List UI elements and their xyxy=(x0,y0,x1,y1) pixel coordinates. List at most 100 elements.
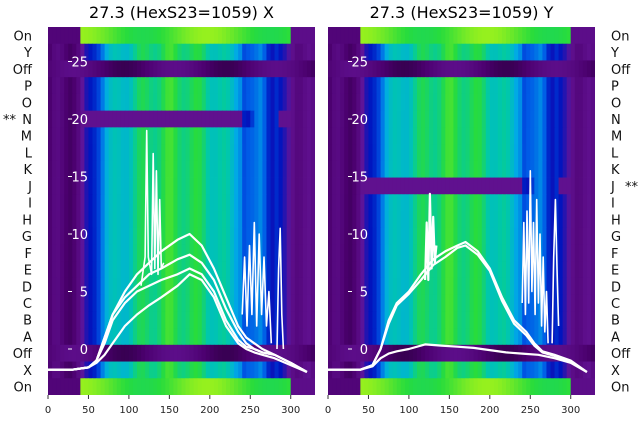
heatmap-cell xyxy=(128,277,134,296)
heatmap-cell xyxy=(562,261,568,279)
heatmap-cell xyxy=(340,277,345,296)
heatmap-cell xyxy=(266,361,271,379)
heatmap-cell xyxy=(425,60,430,78)
heatmap-cell xyxy=(310,110,315,128)
heatmap-cell xyxy=(586,344,592,362)
heatmap-cell xyxy=(213,227,219,245)
heatmap-cell xyxy=(453,344,458,362)
heatmap-cell xyxy=(526,43,531,61)
heatmap-cell xyxy=(213,311,219,329)
heatmap-cell xyxy=(534,261,539,279)
row-label: A xyxy=(611,330,620,345)
heatmap-cell xyxy=(441,77,446,95)
heatmap-cell xyxy=(112,110,118,128)
heatmap-cell xyxy=(153,328,158,346)
heatmap-cell xyxy=(344,294,349,312)
heatmap-cell xyxy=(336,144,341,162)
heatmap-cell xyxy=(514,311,519,329)
heatmap-cell xyxy=(388,378,394,395)
heatmap-cell xyxy=(112,378,118,395)
heatmap-cell xyxy=(205,344,211,362)
heatmap-cell xyxy=(112,294,118,312)
heatmap-cell xyxy=(400,177,406,195)
heatmap-cell xyxy=(457,127,462,145)
heatmap-cell xyxy=(332,144,337,162)
heatmap-cell xyxy=(76,77,81,95)
heatmap-cell xyxy=(161,227,166,245)
heatmap-cell xyxy=(558,43,564,61)
heatmap-cell xyxy=(242,294,247,312)
heatmap-cell xyxy=(469,60,475,78)
heatmap-cell xyxy=(165,277,170,296)
heatmap-cell xyxy=(534,144,539,162)
heatmap-cell xyxy=(169,277,174,296)
heatmap-cell xyxy=(392,127,398,145)
heatmap-cell xyxy=(266,378,271,395)
heatmap-cell xyxy=(310,294,315,312)
heatmap-cell xyxy=(392,27,398,45)
heatmap-cell xyxy=(201,227,207,245)
heatmap-cell xyxy=(501,127,507,145)
heatmap-cell xyxy=(514,144,519,162)
heatmap-cell xyxy=(522,378,527,395)
heatmap-cell xyxy=(161,77,166,95)
heatmap-cell xyxy=(453,43,458,61)
heatmap-cell xyxy=(376,93,382,112)
heatmap-cell xyxy=(306,110,312,128)
heatmap-cell xyxy=(497,227,503,245)
heatmap-cell xyxy=(433,378,438,395)
heatmap-cell xyxy=(530,194,535,212)
heatmap-cell xyxy=(177,294,182,312)
row-label: L xyxy=(611,146,619,161)
heatmap-cell xyxy=(92,144,98,162)
heatmap-cell xyxy=(290,194,296,212)
heatmap-cell xyxy=(234,344,239,362)
heatmap-cell xyxy=(445,110,450,128)
heatmap-cell xyxy=(120,277,126,296)
heatmap-cell xyxy=(112,277,118,296)
heatmap-cell xyxy=(92,344,98,362)
heatmap-cell xyxy=(489,361,495,379)
heatmap-cell xyxy=(336,127,341,145)
heatmap-cell xyxy=(221,227,227,245)
heatmap-cell xyxy=(562,378,568,395)
heatmap-cell xyxy=(493,160,499,178)
heatmap-cell xyxy=(108,194,114,212)
heatmap-cell xyxy=(518,311,523,329)
heatmap-cell xyxy=(266,328,271,346)
heatmap-cell xyxy=(582,43,588,61)
heatmap-cell xyxy=(400,277,406,296)
heatmap-cell xyxy=(226,211,231,229)
heatmap-cell xyxy=(149,311,154,329)
heatmap-cell xyxy=(298,144,304,162)
heatmap-cell xyxy=(177,93,182,112)
heatmap-cell xyxy=(445,261,450,279)
heatmap-cell xyxy=(477,177,483,195)
heatmap-cell xyxy=(197,77,203,95)
heatmap-cell xyxy=(112,43,118,61)
heatmap-cell xyxy=(352,211,357,229)
heatmap-cell xyxy=(242,177,247,195)
heatmap-cell xyxy=(558,261,564,279)
heatmap-cell xyxy=(238,261,243,279)
heatmap-cell xyxy=(364,361,369,379)
heatmap-cell xyxy=(270,177,276,195)
heatmap-cell xyxy=(72,344,77,362)
heatmap-cell xyxy=(473,361,479,379)
heatmap-cell xyxy=(360,60,365,78)
heatmap-cell xyxy=(433,177,438,195)
heatmap-cell xyxy=(550,77,556,95)
heatmap-cell xyxy=(72,227,77,245)
heatmap-cell xyxy=(226,60,231,78)
heatmap-cell xyxy=(274,144,280,162)
heatmap-cell xyxy=(368,27,373,45)
heatmap-cell xyxy=(124,194,130,212)
heatmap-cell xyxy=(356,277,361,296)
heatmap-cell xyxy=(506,211,511,229)
heatmap-cell xyxy=(189,77,195,95)
heatmap-cell xyxy=(400,60,406,78)
heatmap-cell xyxy=(473,227,479,245)
heatmap-cell xyxy=(344,311,349,329)
heatmap-cell xyxy=(392,43,398,61)
